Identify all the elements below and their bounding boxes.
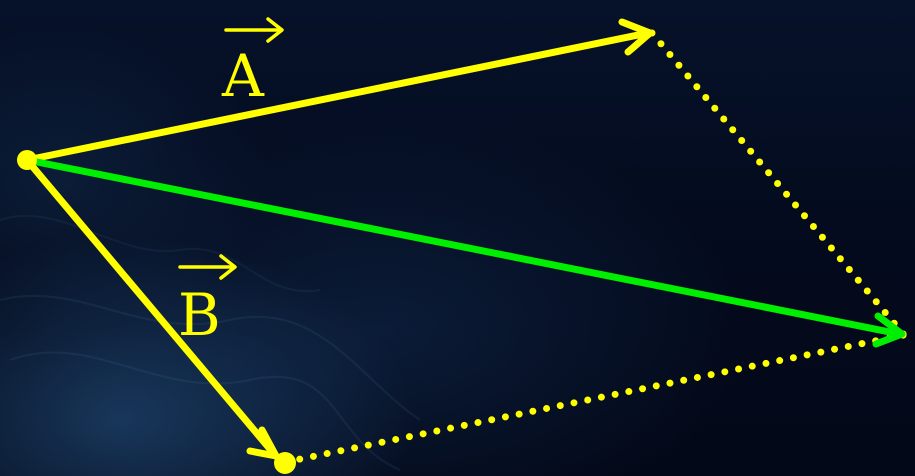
vector-b-endpoint xyxy=(274,452,296,474)
vector-a-label: A xyxy=(221,42,265,110)
vector-b-label: B xyxy=(178,281,221,349)
dotted-line-a-parallel xyxy=(648,29,908,339)
vector-a-overarrow-icon xyxy=(224,17,284,43)
vector-a-arrow xyxy=(23,18,654,164)
vector-b-label-group: B xyxy=(178,254,237,349)
origin-point xyxy=(17,150,37,170)
vector-b-arrow xyxy=(23,156,280,460)
vector-a-label-group: A xyxy=(221,17,284,110)
resultant-vector-arrow xyxy=(23,156,906,348)
vector-b-overarrow-icon xyxy=(178,254,237,280)
